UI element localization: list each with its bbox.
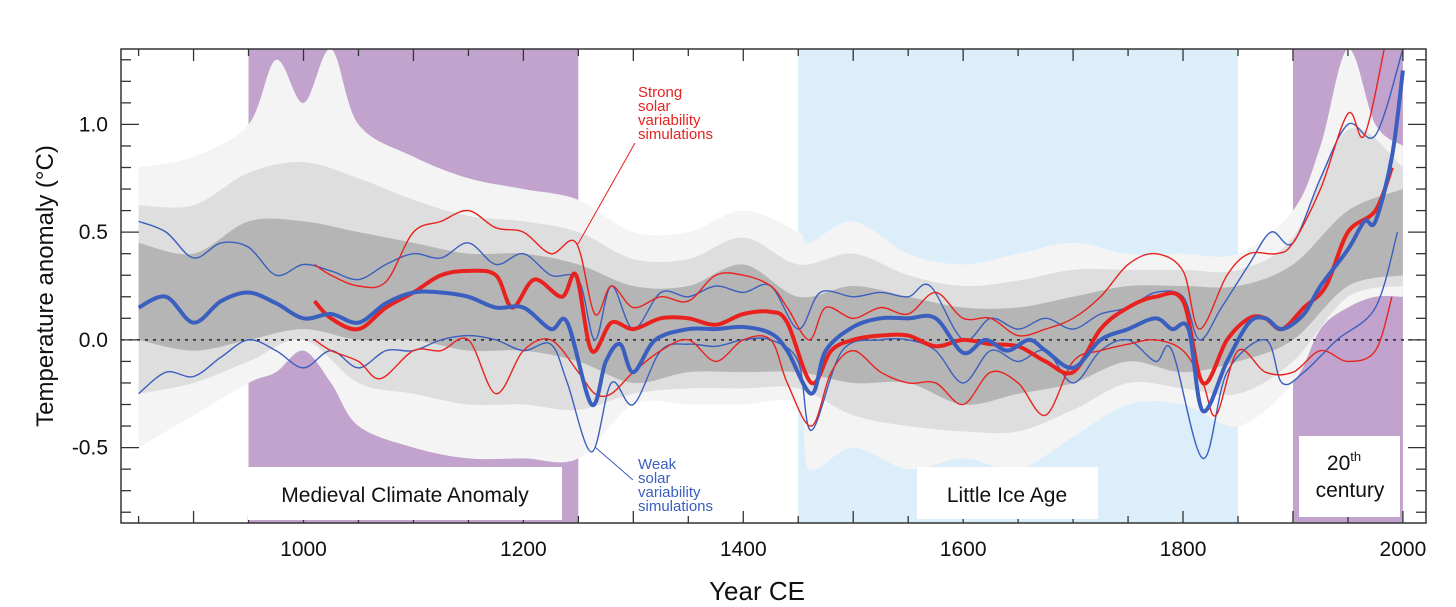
- strong-lower-line: [314, 296, 1393, 427]
- strong-annotation-line: Strong: [638, 84, 682, 101]
- x-tick-label: 1000: [280, 538, 327, 561]
- y-tick-label: -0.5: [72, 437, 108, 460]
- superscript: th: [1350, 449, 1361, 464]
- strong-annotation-line: simulations: [638, 126, 713, 143]
- lia-label-box: [917, 467, 1098, 519]
- medieval-label: Medieval Climate Anomaly: [281, 484, 529, 507]
- lia-label: Little Ice Age: [947, 484, 1067, 507]
- x-tick-label: 1800: [1160, 538, 1207, 561]
- x-axis-title: Year CE: [709, 576, 805, 606]
- x-tick-label: 1200: [500, 538, 547, 561]
- strong-annotation-line: solar: [638, 98, 671, 115]
- y-tick-label: 0.5: [79, 221, 108, 244]
- 20th-century-label-second: century: [1316, 479, 1385, 502]
- 20th-century-label-box: [1299, 436, 1400, 517]
- strong-mean-line: [312, 166, 1394, 386]
- weak-annotation-line: solar: [638, 470, 671, 487]
- x-tick-label: 2000: [1380, 538, 1427, 561]
- y-tick-label: 0.0: [79, 329, 108, 352]
- x-tick-label: 1400: [720, 538, 767, 561]
- x-tick-label: 1600: [940, 538, 987, 561]
- weak-annotation-line: simulations: [638, 498, 713, 515]
- weak-annotation-line: variability: [638, 484, 701, 501]
- y-axis-title: Temperature anomaly (°C): [32, 145, 59, 427]
- strong-annotation-leader: [577, 142, 636, 245]
- weak-mean-line: [137, 70, 1405, 414]
- y-tick-label: 1.0: [79, 113, 108, 136]
- weak-annotation-leader: [594, 446, 634, 481]
- strong-upper-line: [314, 49, 1385, 341]
- weak-annotation-line: Weak: [638, 456, 677, 473]
- strong-annotation-line: variability: [638, 112, 701, 129]
- plot-frame: [120, 48, 1427, 524]
- medieval-label-box: [248, 467, 562, 520]
